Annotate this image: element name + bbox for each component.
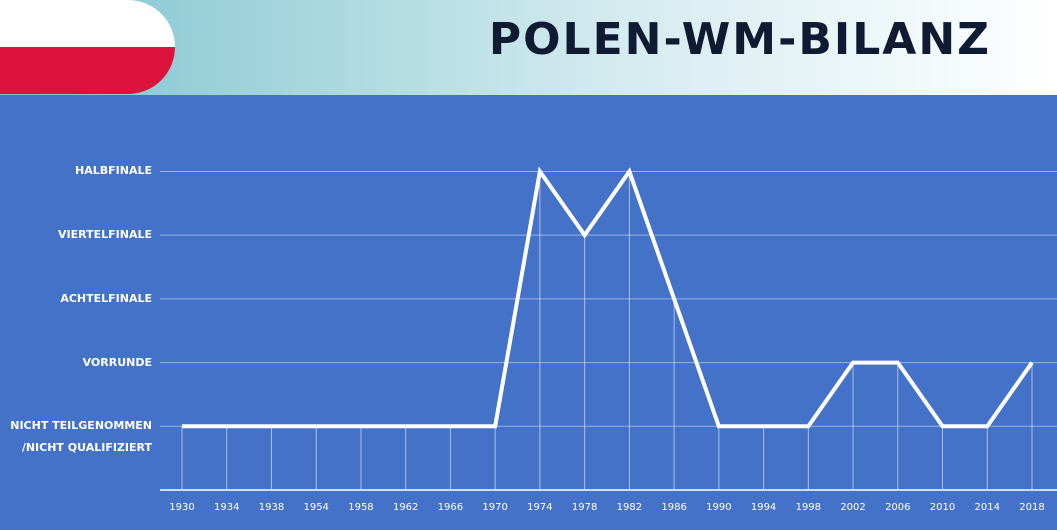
y-tick-label: HALBFINALE [75, 164, 152, 178]
x-tick-label: 1930 [169, 502, 194, 513]
x-tick-label: 1990 [706, 502, 731, 513]
header [0, 0, 1057, 95]
x-tick-label: 1998 [796, 502, 821, 513]
x-tick-label: 2010 [930, 502, 955, 513]
flag-red [0, 47, 175, 94]
x-tick-label: 1962 [393, 502, 418, 513]
y-tick-label: ACHTELFINALE [60, 291, 152, 305]
y-tick-label: NICHT TEILGENOMMEN /NICHT QUALIFIZIERT [10, 419, 152, 455]
chart-title: POLEN-WM-BILANZ [489, 14, 991, 65]
x-tick-label: 1954 [303, 502, 328, 513]
y-tick-label: VIERTELFINALE [58, 228, 152, 242]
x-tick-label: 1970 [482, 502, 507, 513]
x-tick-label: 1982 [617, 502, 642, 513]
x-tick-label: 1986 [661, 502, 686, 513]
series-line [182, 166, 1034, 429]
x-tick-label: 2002 [840, 502, 865, 513]
x-tick-label: 1958 [348, 502, 373, 513]
x-tick-label: 2014 [975, 502, 1000, 513]
x-tick-label: 1938 [259, 502, 284, 513]
x-tick-label: 1974 [527, 502, 552, 513]
y-tick-label: VORRUNDE [82, 355, 152, 369]
x-tick-label: 1966 [438, 502, 463, 513]
x-tick-label: 1978 [572, 502, 597, 513]
x-tick-label: 1934 [214, 502, 239, 513]
x-tick-label: 2018 [1019, 502, 1044, 513]
x-tick-label: 2006 [885, 502, 910, 513]
x-tick-label: 1994 [751, 502, 776, 513]
flag-white [0, 0, 175, 47]
